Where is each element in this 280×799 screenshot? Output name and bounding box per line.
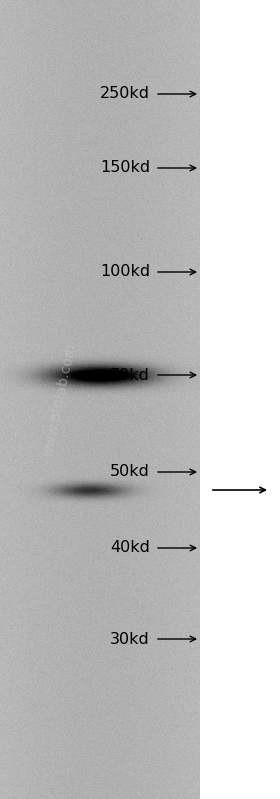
Text: 250kd: 250kd — [100, 86, 150, 101]
Text: 50kd: 50kd — [110, 464, 150, 479]
Text: 30kd: 30kd — [110, 631, 150, 646]
Text: 40kd: 40kd — [110, 540, 150, 555]
Text: 150kd: 150kd — [100, 161, 150, 176]
Text: 100kd: 100kd — [100, 264, 150, 280]
Text: 70kd: 70kd — [110, 368, 150, 383]
Text: www.ptglab.com: www.ptglab.com — [41, 342, 79, 458]
